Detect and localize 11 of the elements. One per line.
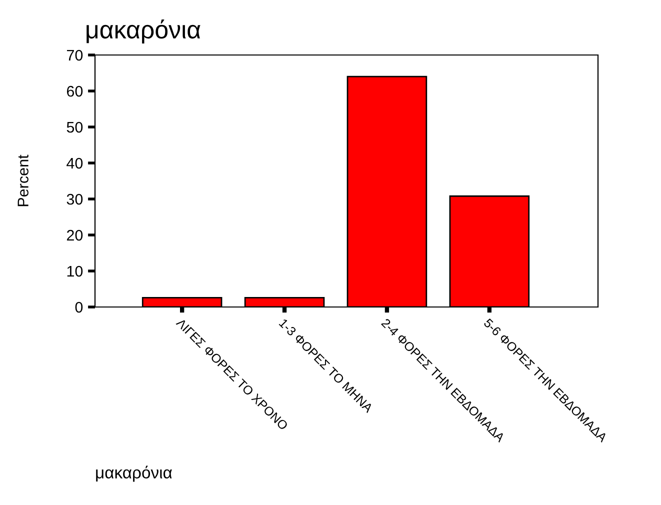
y-tick-label: 20 — [66, 230, 83, 241]
y-axis-title: Percent — [18, 154, 28, 206]
y-tick-label: 30 — [66, 194, 83, 205]
y-tick-label: 10 — [67, 266, 83, 277]
y-tick-label: 40 — [66, 158, 83, 169]
x-axis-title: μακαρόνια — [96, 466, 172, 482]
chart-title: μακαρόνια — [86, 19, 200, 44]
y-tick-label: 60 — [66, 86, 83, 97]
y-tick-label: 70 — [66, 50, 83, 61]
y-tick-label: 0 — [75, 302, 83, 313]
y-tick-label: 50 — [66, 122, 83, 133]
